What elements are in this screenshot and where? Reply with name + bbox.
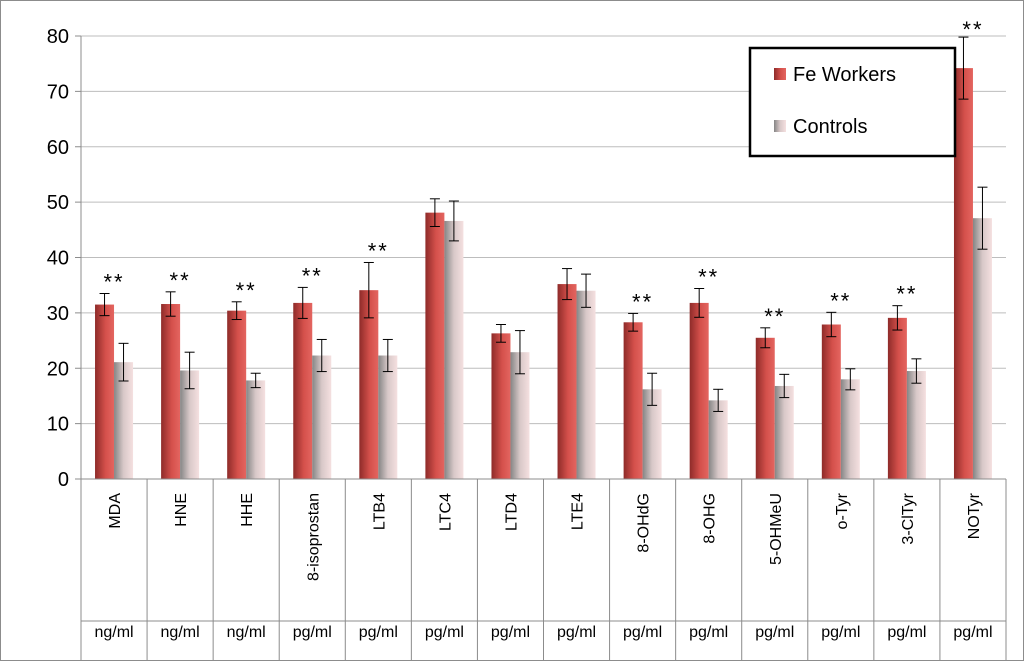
bar-controls <box>114 362 134 479</box>
bar-controls <box>444 220 464 479</box>
legend-label-controls: Controls <box>793 116 867 138</box>
unit-label: pg/ml <box>491 624 530 641</box>
significance-marker: ** <box>170 268 191 293</box>
unit-label: pg/ml <box>623 624 662 641</box>
bar-fe-workers <box>359 290 379 479</box>
bar-controls <box>378 355 398 479</box>
significance-marker: ** <box>302 263 323 288</box>
bar-fe-workers <box>755 337 775 479</box>
significance-marker: ** <box>962 17 983 42</box>
significance-marker: ** <box>368 238 389 263</box>
significance-marker: ** <box>698 265 719 290</box>
bar-fe-workers <box>227 310 247 479</box>
legend-label-fe-workers: Fe Workers <box>793 64 896 86</box>
bar-fe-workers <box>293 302 313 479</box>
bar-fe-workers <box>689 302 709 479</box>
category-label: 8-OHdG <box>636 493 653 553</box>
bar-fe-workers <box>95 304 115 479</box>
bar-controls <box>972 218 992 479</box>
bar-controls <box>180 370 200 479</box>
legend-box <box>748 46 957 158</box>
bar-controls <box>642 389 662 479</box>
bar-controls <box>246 380 266 479</box>
bar-controls <box>840 379 860 479</box>
significance-marker: ** <box>896 282 917 307</box>
unit-label: pg/ml <box>821 624 860 641</box>
unit-label: pg/ml <box>425 624 464 641</box>
category-label: LTC4 <box>437 493 454 531</box>
unit-label: pg/ml <box>689 624 728 641</box>
category-label: HNE <box>173 493 190 527</box>
legend-swatch-controls <box>774 120 786 132</box>
bar-fe-workers <box>821 324 841 479</box>
legend-swatch-fe-workers <box>774 68 786 80</box>
category-label: 5-OHMeU <box>768 493 785 565</box>
bar-controls <box>510 352 530 479</box>
bar-fe-workers <box>425 212 445 480</box>
category-label: LTD4 <box>503 493 520 531</box>
bar-fe-workers <box>953 68 973 480</box>
unit-label: pg/ml <box>557 624 596 641</box>
significance-marker: ** <box>103 269 124 294</box>
category-label: HHE <box>239 493 256 527</box>
bar-fe-workers <box>557 284 577 479</box>
category-label: o-Tyr <box>834 492 851 529</box>
category-label: MDA <box>107 493 124 529</box>
unit-label: pg/ml <box>953 624 992 641</box>
bar-controls <box>312 355 332 479</box>
significance-marker: ** <box>764 304 785 329</box>
significance-marker: ** <box>236 278 257 303</box>
category-label: LTB4 <box>371 493 388 530</box>
y-tick-label: 30 <box>47 303 69 325</box>
bar-fe-workers <box>887 317 907 479</box>
bar-fe-workers <box>623 322 643 479</box>
unit-label: ng/ml <box>161 624 200 641</box>
y-tick-label: 50 <box>47 192 69 214</box>
y-tick-label: 40 <box>47 248 69 270</box>
y-tick-label: 20 <box>47 358 69 380</box>
unit-label: ng/ml <box>94 624 133 641</box>
y-axis-ticks: 0 10 20 30 40 50 60 70 80 <box>47 26 81 491</box>
category-label: 8-isoprostan <box>305 493 322 581</box>
unit-label: pg/ml <box>359 624 398 641</box>
y-tick-label: 60 <box>47 137 69 159</box>
y-tick-label: 0 <box>58 469 69 491</box>
y-tick-label: 80 <box>47 26 69 48</box>
category-label: LTE4 <box>570 493 587 530</box>
unit-label: ng/ml <box>227 624 266 641</box>
unit-label: pg/ml <box>293 624 332 641</box>
category-label: 8-OHG <box>702 493 719 544</box>
bars <box>95 36 992 480</box>
bar-fe-workers <box>491 333 511 479</box>
bar-controls <box>708 400 728 479</box>
y-tick-label: 10 <box>47 414 69 436</box>
category-label: 3-ClTyr <box>900 492 917 544</box>
bar-fe-workers <box>161 304 181 479</box>
unit-label: pg/ml <box>887 624 926 641</box>
significance-marker: ** <box>830 288 851 313</box>
legend: Fe Workers Controls <box>748 46 957 158</box>
axes <box>80 36 1007 660</box>
unit-label: pg/ml <box>755 624 794 641</box>
significance-marker: ** <box>632 289 653 314</box>
category-labels: MDA ng/ml ** HNE ng/ml ** HHE ng/ml ** 8-isoprost… <box>94 17 992 641</box>
bar-controls <box>906 371 926 479</box>
category-label: NOTyr <box>966 492 983 539</box>
bar-controls <box>576 290 596 479</box>
y-tick-label: 70 <box>47 81 69 103</box>
bar-controls <box>774 385 794 479</box>
